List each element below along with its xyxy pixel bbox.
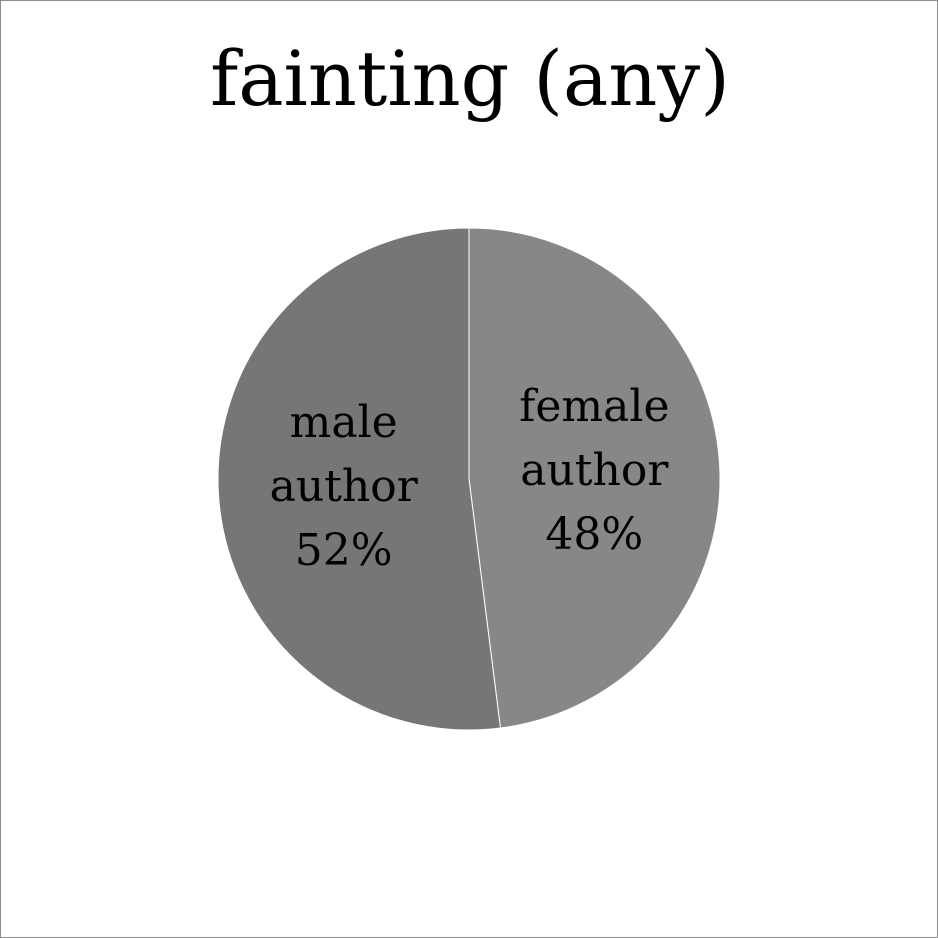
pie-category-label-male-author: author	[270, 461, 419, 512]
pie-slice-female-author	[468, 227, 721, 729]
pie-slice-male-author	[217, 227, 502, 731]
pie-category-label-male-author: male	[290, 397, 398, 448]
pie-category-label-female-author: female	[519, 381, 669, 432]
pie-slices	[217, 227, 721, 731]
pie-labels: female author 48% male author 52%	[270, 381, 670, 576]
pie-value-label-female-author: 48%	[545, 509, 643, 560]
chart-title: fainting (any)	[210, 34, 730, 123]
pie-category-label-female-author: author	[520, 445, 669, 496]
pie-value-label-male-author: 52%	[295, 525, 393, 576]
